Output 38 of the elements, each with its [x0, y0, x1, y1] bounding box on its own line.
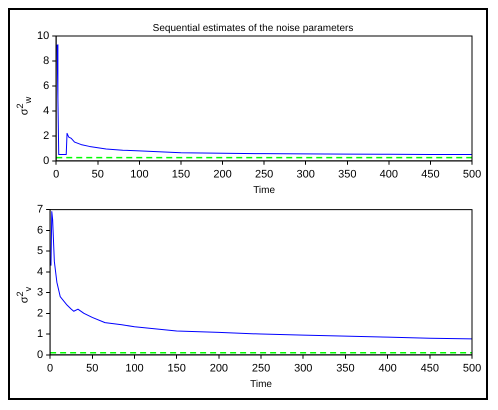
x-tick-label: 250 — [254, 168, 274, 180]
x-tick-label: 200 — [210, 362, 228, 374]
y-tick-label: 3 — [36, 286, 44, 299]
x-tick-label: 500 — [462, 362, 482, 374]
y-tick-label: 8 — [43, 54, 50, 67]
y-tick-label: 10 — [36, 30, 50, 42]
y-tick-label: 6 — [43, 80, 50, 92]
x-tick-label: 300 — [294, 362, 312, 374]
y-tick-label: 5 — [36, 245, 44, 258]
x-tick-label: 150 — [172, 168, 190, 180]
x-tick-label: 450 — [420, 362, 439, 374]
x-axis-title: Time — [250, 378, 272, 390]
x-tick-label: 350 — [338, 168, 356, 180]
x-tick-label: 400 — [380, 168, 398, 180]
x-tick-label: 350 — [336, 362, 355, 374]
x-tick-label: 500 — [462, 168, 482, 180]
x-tick-label: 100 — [125, 362, 144, 374]
y-tick-label: 4 — [43, 104, 50, 117]
x-tick-label: 200 — [213, 168, 232, 180]
x-tick-label: 150 — [168, 362, 186, 374]
x-tick-label: 400 — [378, 362, 397, 374]
y-tick-label: 1 — [36, 328, 44, 340]
y-tick-label: 4 — [36, 266, 44, 278]
y-tick-label: 0 — [43, 154, 50, 167]
y-tick-label: 2 — [36, 307, 44, 320]
x-tick-label: 450 — [421, 168, 440, 180]
x-tick-label: 50 — [92, 168, 104, 180]
y-tick-label: 2 — [43, 130, 50, 142]
x-tick-label: 300 — [296, 168, 315, 180]
chart-title: Sequential estimates of the noise parameters — [152, 22, 354, 34]
y-tick-label: 0 — [36, 348, 44, 361]
x-tick-label: 250 — [252, 362, 270, 374]
x-tick-label: 0 — [53, 168, 60, 180]
y-tick-label: 6 — [36, 224, 44, 236]
y-tick-label: 7 — [36, 204, 44, 216]
x-tick-label: 100 — [130, 168, 149, 180]
x-tick-label: 50 — [86, 362, 98, 374]
x-axis-title: Time — [253, 184, 276, 196]
